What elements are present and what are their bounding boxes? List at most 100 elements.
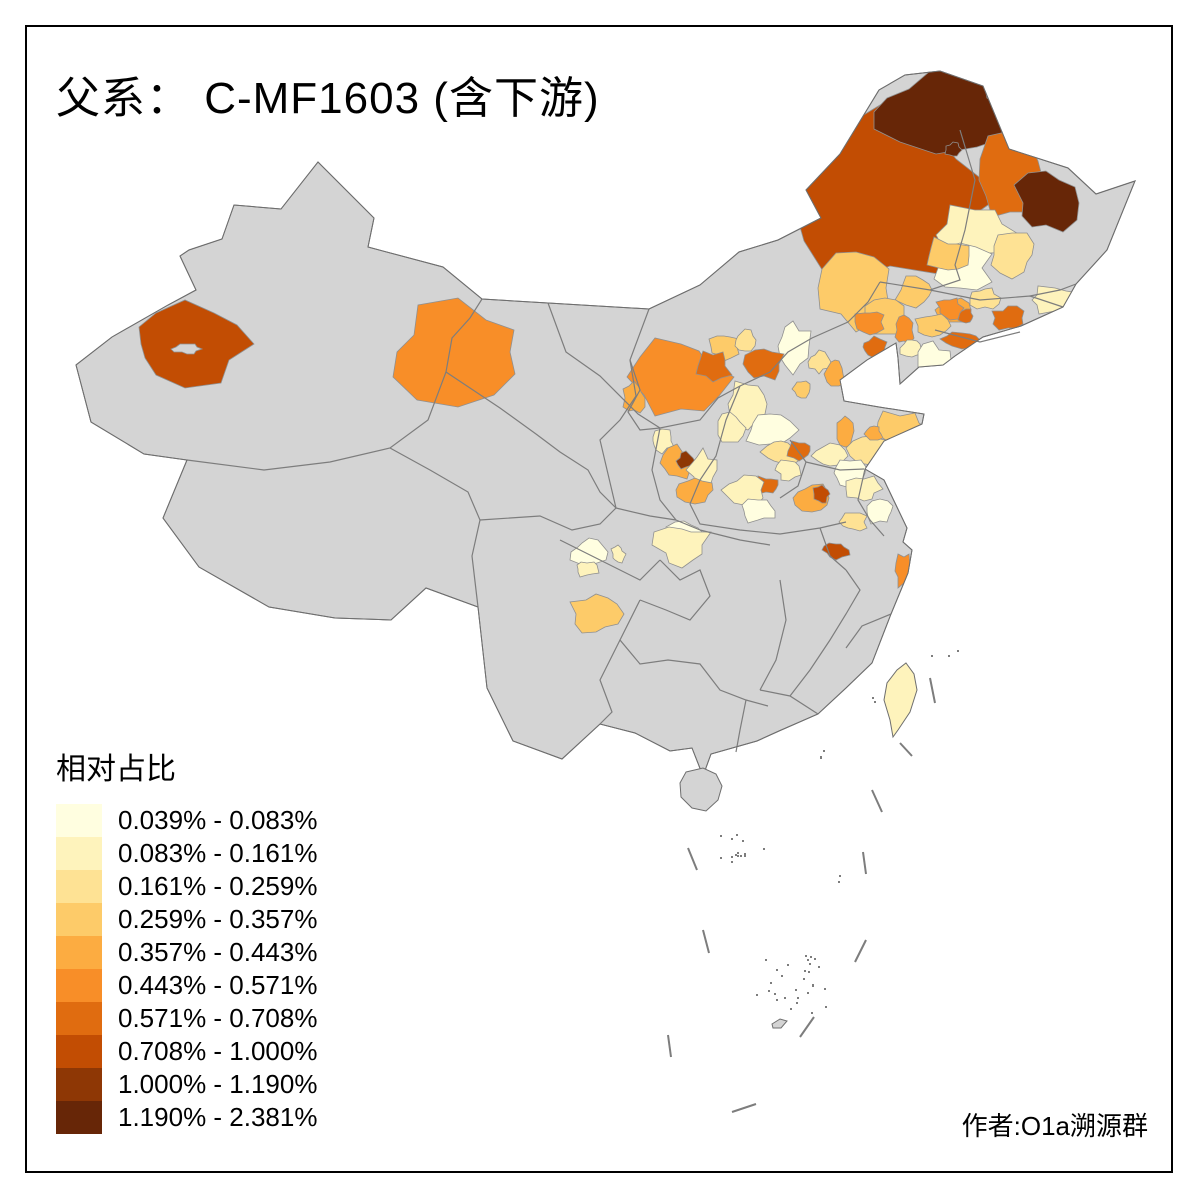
islet-dot bbox=[784, 997, 786, 999]
islet-dot bbox=[763, 848, 765, 850]
prefecture-region bbox=[741, 498, 776, 524]
islet-dot bbox=[823, 750, 825, 752]
legend-label: 0.708% - 1.000% bbox=[118, 1036, 318, 1066]
prefecture-region bbox=[812, 484, 831, 504]
prefecture-region bbox=[138, 299, 255, 389]
legend-swatch bbox=[56, 1002, 102, 1035]
prefecture-region bbox=[807, 349, 832, 375]
islet-dot bbox=[737, 855, 739, 857]
legend: 相对占比 0.039% - 0.083% 0.083% - 0.161% 0.161… bbox=[56, 744, 317, 1134]
legend-swatch bbox=[56, 1101, 102, 1134]
author-credit: 作者:O1a溯源群 bbox=[961, 1111, 1148, 1141]
islet-dot bbox=[731, 838, 733, 840]
islet-dot bbox=[756, 994, 758, 996]
prefecture-region bbox=[734, 328, 757, 352]
islet-dot bbox=[820, 756, 822, 758]
prefecture-region bbox=[576, 561, 600, 578]
legend-label: 0.357% - 0.443% bbox=[118, 937, 318, 967]
prefecture-region bbox=[569, 593, 625, 634]
islet-dot bbox=[805, 955, 807, 957]
plot-frame bbox=[25, 25, 1173, 1173]
islet-dot bbox=[774, 993, 776, 995]
prefecture-region bbox=[1013, 170, 1080, 233]
legend-row: 0.161% - 0.259% bbox=[56, 870, 317, 903]
legend-label: 0.083% - 0.161% bbox=[118, 838, 318, 868]
prefecture-region bbox=[675, 477, 714, 505]
islet-dot bbox=[808, 971, 810, 973]
legend-row: 0.708% - 1.000% bbox=[56, 1035, 317, 1068]
prefecture-region bbox=[170, 343, 204, 355]
nine-dash-line bbox=[667, 677, 936, 1113]
prefecture-region bbox=[838, 512, 868, 532]
islet-dot bbox=[720, 835, 722, 837]
legend-row: 0.443% - 0.571% bbox=[56, 969, 317, 1002]
legend-row: 0.083% - 0.161% bbox=[56, 837, 317, 870]
legend-title: 相对占比 bbox=[56, 753, 176, 786]
islet-dot bbox=[874, 701, 876, 703]
legend-row: 1.190% - 2.381% bbox=[56, 1101, 317, 1134]
prefecture-region bbox=[845, 475, 884, 502]
prefecture-region bbox=[866, 498, 894, 525]
prefecture-region bbox=[626, 337, 735, 417]
islet-dot bbox=[839, 875, 841, 877]
islet-dot bbox=[814, 958, 816, 960]
prefecture-region bbox=[821, 542, 851, 561]
prefecture-region bbox=[717, 411, 747, 443]
islet-dot bbox=[818, 966, 820, 968]
legend-rows: 0.039% - 0.083% 0.083% - 0.161% 0.161% - 0… bbox=[56, 804, 317, 1134]
legend-swatch bbox=[56, 804, 102, 837]
legend-swatch bbox=[56, 936, 102, 969]
prefecture-region bbox=[695, 350, 733, 383]
prefecture-region bbox=[774, 459, 802, 482]
prefecture-region bbox=[944, 141, 963, 157]
islet-dot bbox=[776, 999, 778, 1001]
islet-dot bbox=[742, 840, 744, 842]
map-title: 父系： C-MF1603 (含下游) bbox=[56, 74, 600, 123]
islet-dot bbox=[781, 975, 783, 977]
legend-row: 1.000% - 1.190% bbox=[56, 1068, 317, 1101]
province-borders bbox=[186, 129, 1077, 753]
prefecture-region bbox=[791, 380, 811, 399]
islet-dot bbox=[744, 853, 746, 855]
islet-dot bbox=[740, 855, 742, 857]
prefecture-region bbox=[863, 425, 884, 441]
prefecture-region bbox=[854, 311, 885, 336]
legend-swatch bbox=[56, 1068, 102, 1101]
legend-label: 0.161% - 0.259% bbox=[118, 871, 318, 901]
hainan-island bbox=[679, 767, 723, 812]
islet-dot bbox=[957, 650, 959, 652]
prefecture-region bbox=[569, 537, 609, 566]
islet-dot bbox=[768, 990, 770, 992]
legend-row: 0.039% - 0.083% bbox=[56, 804, 317, 837]
islet-dot bbox=[948, 655, 950, 657]
legend-label: 1.190% - 2.381% bbox=[118, 1102, 318, 1132]
islet-dot bbox=[809, 963, 811, 965]
prefecture-region bbox=[708, 335, 740, 362]
islet-dot bbox=[811, 1012, 813, 1014]
islet-dot bbox=[810, 956, 812, 958]
legend-row: 0.357% - 0.443% bbox=[56, 936, 317, 969]
legend-swatch bbox=[56, 837, 102, 870]
islet-dot bbox=[796, 1002, 798, 1004]
prefecture-region bbox=[742, 348, 785, 381]
prefecture-region bbox=[926, 236, 970, 271]
islet-dot bbox=[720, 857, 722, 859]
legend-swatch bbox=[56, 969, 102, 1002]
islet-dot bbox=[807, 959, 809, 961]
islet-dot bbox=[872, 697, 874, 699]
legend-row: 0.571% - 0.708% bbox=[56, 1002, 317, 1035]
islet-dot bbox=[731, 861, 733, 863]
islet-dot bbox=[812, 985, 814, 987]
prefecture-region bbox=[894, 275, 933, 309]
islet-dot bbox=[744, 855, 746, 857]
islet-dot bbox=[765, 959, 767, 961]
legend-label: 1.000% - 1.190% bbox=[118, 1069, 318, 1099]
legend-row: 0.259% - 0.357% bbox=[56, 903, 317, 936]
islet-dot bbox=[838, 881, 840, 883]
islet-dot bbox=[735, 854, 737, 856]
islet-dot bbox=[790, 1008, 792, 1010]
islet-dot bbox=[803, 978, 805, 980]
islet-dot bbox=[795, 989, 797, 991]
islet-dot bbox=[931, 655, 933, 657]
